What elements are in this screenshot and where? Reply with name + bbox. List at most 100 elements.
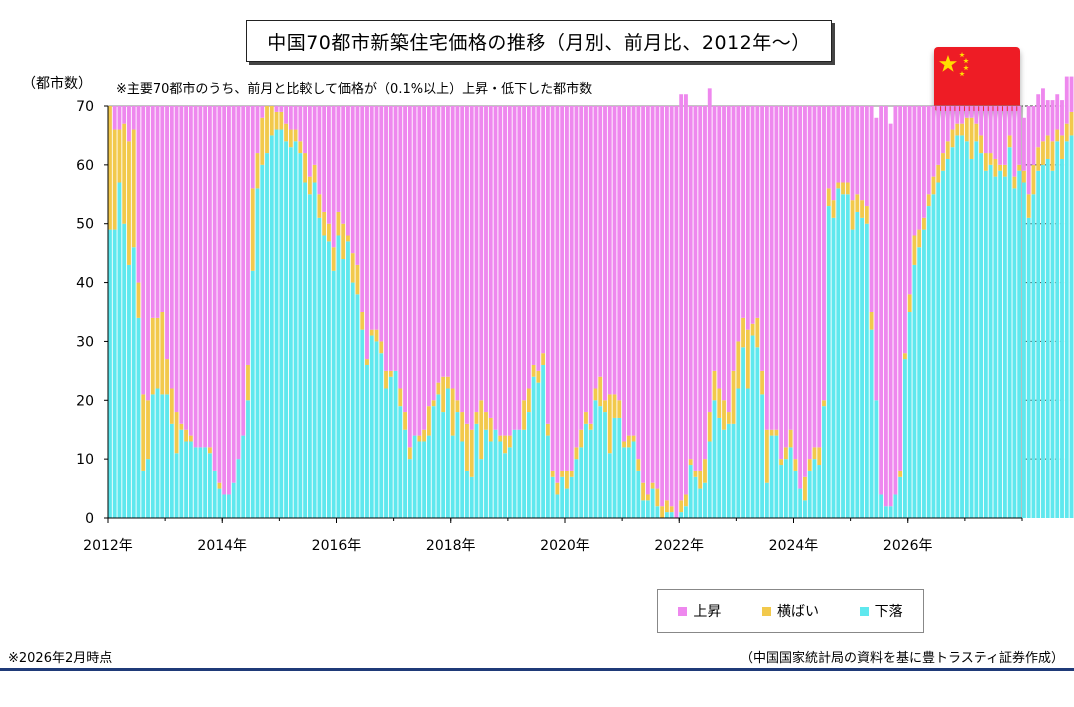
bar-segment-上昇 bbox=[407, 106, 412, 448]
bar-segment-下落 bbox=[722, 429, 726, 518]
y-tick-label: 60 bbox=[76, 158, 94, 174]
bar-segment-上昇 bbox=[241, 106, 246, 436]
bar-segment-上昇 bbox=[250, 106, 255, 189]
bar-segment-上昇 bbox=[698, 106, 703, 471]
bar-segment-横ばい bbox=[169, 388, 174, 424]
bar-segment-横ばい bbox=[950, 129, 955, 148]
bar-segment-上昇 bbox=[926, 106, 931, 195]
x-tick-label: 2012年 bbox=[83, 538, 133, 554]
x-tick-label: 2024年 bbox=[769, 538, 819, 554]
bar-segment-上昇 bbox=[217, 106, 222, 483]
bar-segment-下落 bbox=[1045, 158, 1050, 518]
bar-segment-横ばい bbox=[1064, 123, 1069, 142]
bar-segment-下落 bbox=[826, 206, 831, 518]
bar-segment-横ばい bbox=[265, 106, 269, 154]
bar-segment-上昇 bbox=[526, 106, 531, 389]
bar-segment-下落 bbox=[574, 459, 579, 518]
bar-segment-上昇 bbox=[955, 106, 960, 124]
bar-segment-下落 bbox=[393, 370, 398, 518]
bar-segment-横ばい bbox=[274, 111, 279, 130]
bar-segment-上昇 bbox=[536, 106, 541, 371]
y-tick-label: 40 bbox=[76, 276, 94, 292]
bar-segment-下落 bbox=[1041, 164, 1045, 519]
bar-segment-下落 bbox=[817, 465, 822, 518]
bar-segment-上昇 bbox=[455, 106, 460, 401]
bar-segment-上昇 bbox=[722, 106, 726, 401]
bar-segment-横ばい bbox=[1007, 135, 1012, 148]
bar-segment-横ばい bbox=[731, 370, 736, 424]
bar-segment-下落 bbox=[579, 447, 584, 518]
bar-segment-横ばい bbox=[117, 129, 122, 183]
bar-segment-下落 bbox=[636, 470, 641, 518]
bar-segment-下落 bbox=[350, 282, 355, 518]
bar-segment-上昇 bbox=[545, 106, 550, 424]
bar-segment-上昇 bbox=[950, 106, 955, 130]
bar-segment-横ばい bbox=[355, 264, 360, 295]
bar-segment-上昇 bbox=[498, 106, 503, 436]
bar-segment-上昇 bbox=[288, 106, 293, 130]
bar-segment-上昇 bbox=[165, 106, 169, 360]
bar-segment-上昇 bbox=[626, 106, 631, 436]
bar-segment-下落 bbox=[422, 441, 427, 518]
bar-segment-下落 bbox=[622, 447, 626, 518]
bar-segment-上昇 bbox=[207, 106, 212, 448]
bar-segment-横ばい bbox=[288, 129, 293, 148]
bar-segment-下落 bbox=[488, 441, 493, 518]
bar-segment-上昇 bbox=[712, 106, 717, 371]
bar-segment-上昇 bbox=[860, 106, 865, 201]
bar-segment-上昇 bbox=[693, 106, 698, 471]
bar-segment-下落 bbox=[912, 264, 917, 518]
bar-segment-下落 bbox=[388, 376, 393, 518]
bar-segment-横ばい bbox=[269, 106, 274, 136]
bar-segment-下落 bbox=[836, 188, 841, 518]
bar-segment-上昇 bbox=[231, 106, 236, 483]
bar-segment-上昇 bbox=[450, 106, 455, 389]
bar-segment-上昇 bbox=[507, 106, 512, 436]
bar-segment-上昇 bbox=[707, 88, 712, 413]
bar-segment-下落 bbox=[807, 470, 812, 518]
bar-segment-横ばい bbox=[788, 429, 793, 448]
bar-segment-上昇 bbox=[1041, 88, 1045, 142]
bar-segment-下落 bbox=[993, 176, 998, 518]
bar-segment-下落 bbox=[917, 247, 922, 518]
bar-segment-下落 bbox=[545, 435, 550, 518]
bar-segment-下落 bbox=[507, 447, 512, 518]
bar-segment-横ばい bbox=[217, 482, 222, 489]
bar-segment-上昇 bbox=[898, 106, 903, 471]
bar-segment-下落 bbox=[517, 429, 522, 518]
bar-segment-上昇 bbox=[555, 106, 560, 483]
bar-segment-上昇 bbox=[1031, 106, 1036, 165]
bar-segment-上昇 bbox=[417, 106, 422, 436]
bar-segment-横ばい bbox=[707, 412, 712, 442]
bar-segment-下落 bbox=[426, 435, 431, 518]
bar-segment-横ばい bbox=[1060, 135, 1064, 159]
bar-segment-上昇 bbox=[303, 106, 308, 154]
bar-segment-下落 bbox=[988, 164, 993, 519]
bar-segment-下落 bbox=[412, 435, 417, 518]
bar-segment-下落 bbox=[236, 459, 241, 518]
bar-segment-上昇 bbox=[879, 106, 884, 495]
bar-segment-下落 bbox=[612, 417, 617, 518]
bar-segment-横ばい bbox=[660, 506, 665, 518]
bar-segment-横ばい bbox=[1026, 194, 1031, 218]
bar-segment-下落 bbox=[560, 476, 565, 518]
bar-segment-横ばい bbox=[469, 429, 474, 477]
bar-segment-横ばい bbox=[374, 329, 379, 342]
bar-segment-上昇 bbox=[1022, 117, 1026, 171]
bar-segment-下落 bbox=[793, 470, 798, 518]
bar-segment-下落 bbox=[117, 182, 122, 518]
bar-segment-上昇 bbox=[388, 106, 393, 371]
bar-segment-横ばい bbox=[645, 494, 650, 501]
bar-segment-下落 bbox=[250, 270, 255, 518]
bar-segment-横ばい bbox=[836, 182, 841, 189]
bar-segment-横ばい bbox=[569, 470, 574, 477]
bar-segment-下落 bbox=[603, 412, 607, 518]
bar-segment-下落 bbox=[384, 388, 388, 518]
bar-segment-下落 bbox=[888, 506, 893, 518]
bar-segment-上昇 bbox=[841, 106, 845, 183]
bar-segment-下落 bbox=[565, 488, 569, 518]
bar-segment-横ばい bbox=[465, 423, 469, 471]
bar-segment-上昇 bbox=[1050, 100, 1055, 142]
bar-segment-横ばい bbox=[136, 282, 141, 318]
bar-segment-横ばい bbox=[526, 388, 531, 413]
